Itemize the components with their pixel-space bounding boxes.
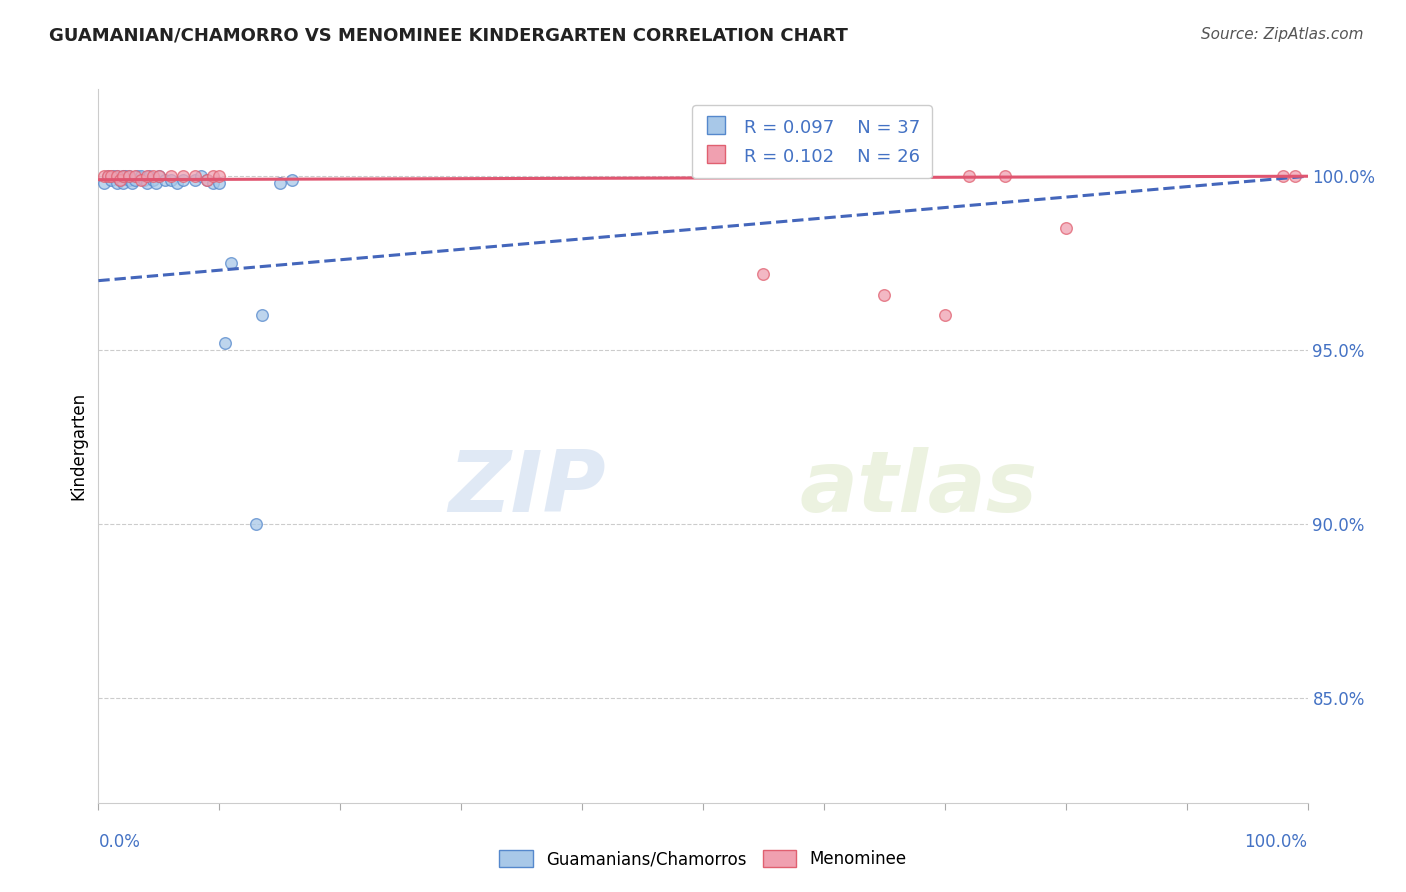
Point [97, 169, 120, 184]
Point [129, 172, 152, 186]
Point [245, 517, 267, 532]
Point [129, 169, 152, 184]
Point [250, 309, 273, 323]
Point [202, 176, 225, 190]
Text: Source: ZipAtlas.com: Source: ZipAtlas.com [1201, 27, 1364, 42]
Point [105, 176, 128, 190]
Point [145, 176, 167, 190]
Point [101, 169, 124, 184]
Point [138, 169, 160, 184]
Point [127, 169, 149, 184]
Point [111, 169, 134, 184]
Point [208, 176, 231, 190]
Point [142, 169, 165, 184]
Point [148, 169, 170, 184]
Legend: Guamanians/Chamorros, Menominee: Guamanians/Chamorros, Menominee [492, 843, 914, 875]
Point [190, 169, 212, 184]
Point [135, 169, 157, 184]
Point [1284, 169, 1306, 184]
Point [124, 172, 146, 186]
Point [202, 169, 225, 184]
Point [172, 172, 194, 186]
Legend: R = 0.097    N = 37, R = 0.102    N = 26: R = 0.097 N = 37, R = 0.102 N = 26 [692, 105, 932, 178]
Text: 100.0%: 100.0% [1244, 833, 1308, 851]
Point [100, 169, 122, 184]
Point [269, 176, 291, 190]
Point [873, 287, 896, 301]
Point [184, 169, 207, 184]
Point [221, 256, 243, 270]
Point [195, 172, 218, 186]
Point [208, 169, 231, 184]
Point [214, 336, 236, 351]
Point [108, 172, 131, 186]
Point [994, 169, 1017, 184]
Point [184, 172, 207, 186]
Point [160, 172, 183, 186]
Point [100, 172, 122, 186]
Text: GUAMANIAN/CHAMORRO VS MENOMINEE KINDERGARTEN CORRELATION CHART: GUAMANIAN/CHAMORRO VS MENOMINEE KINDERGA… [49, 27, 848, 45]
Point [142, 172, 165, 186]
Point [134, 172, 156, 186]
Point [93, 169, 115, 184]
Point [97, 169, 120, 184]
Point [105, 169, 128, 184]
Y-axis label: Kindergarten: Kindergarten [69, 392, 87, 500]
Point [281, 172, 304, 186]
Point [121, 176, 143, 190]
Point [160, 169, 183, 184]
Point [153, 172, 176, 186]
Point [114, 169, 136, 184]
Point [1054, 221, 1077, 235]
Point [195, 172, 218, 186]
Point [752, 267, 775, 281]
Point [118, 169, 141, 184]
Point [124, 169, 146, 184]
Point [172, 169, 194, 184]
Point [111, 176, 134, 190]
Point [105, 169, 128, 184]
Point [957, 169, 980, 184]
Point [148, 169, 170, 184]
Text: 0.0%: 0.0% [98, 833, 141, 851]
Text: ZIP: ZIP [449, 447, 606, 531]
Point [108, 172, 131, 186]
Point [111, 169, 134, 184]
Point [118, 172, 141, 186]
Point [166, 176, 188, 190]
Text: atlas: atlas [800, 447, 1038, 531]
Point [1272, 169, 1295, 184]
Point [118, 169, 141, 184]
Point [934, 309, 956, 323]
Point [135, 176, 157, 190]
Point [93, 176, 115, 190]
